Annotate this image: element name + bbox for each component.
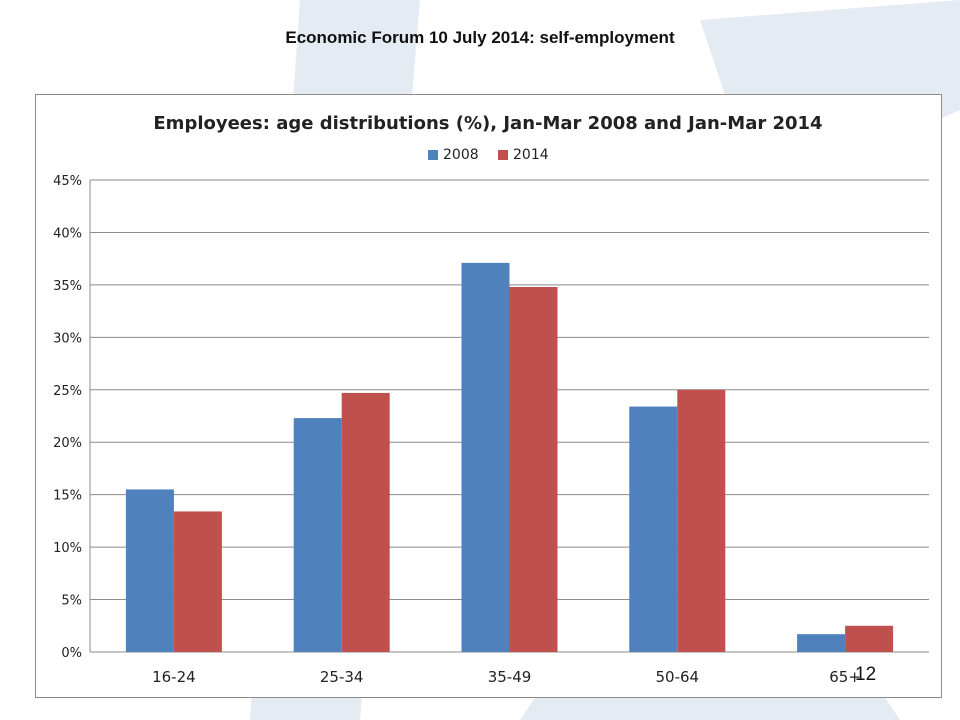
bar-2014-50-64 xyxy=(677,389,726,652)
legend-swatch-2008 xyxy=(428,150,438,160)
chart-frame: Employees: age distributions (%), Jan-Ma… xyxy=(35,94,942,698)
bar-2008-25-34 xyxy=(293,418,342,652)
x-tick-label: 35-49 xyxy=(488,668,532,686)
y-tick-label: 5% xyxy=(61,594,82,609)
bar-chart: Employees: age distributions (%), Jan-Ma… xyxy=(53,113,929,686)
bar-2014-65+ xyxy=(845,625,894,652)
x-tick-label: 50-64 xyxy=(656,668,700,686)
bar-2008-65+ xyxy=(797,634,846,652)
x-tick-label: 25-34 xyxy=(320,668,364,686)
x-tick-label: 65+ xyxy=(829,668,861,686)
x-tick-label: 16-24 xyxy=(152,668,196,686)
bar-2008-50-64 xyxy=(629,406,678,652)
slide-title: Economic Forum 10 July 2014: self-employ… xyxy=(285,28,675,47)
y-tick-label: 30% xyxy=(53,331,82,346)
y-tick-label: 15% xyxy=(53,489,82,504)
y-tick-label: 0% xyxy=(61,646,82,661)
bar-2008-35-49 xyxy=(461,262,510,652)
legend-swatch-2014 xyxy=(498,150,508,160)
bar-2014-25-34 xyxy=(341,392,390,652)
y-tick-label: 40% xyxy=(53,226,82,241)
legend-label-2008: 2008 xyxy=(443,147,479,163)
y-tick-label: 45% xyxy=(53,174,82,189)
legend-label-2014: 2014 xyxy=(513,147,549,163)
bar-2008-16-24 xyxy=(125,489,174,652)
y-tick-label: 25% xyxy=(53,384,82,399)
page-number: 12 xyxy=(855,664,877,685)
y-tick-label: 10% xyxy=(53,541,82,556)
y-tick-label: 35% xyxy=(53,279,82,294)
bar-2014-16-24 xyxy=(173,511,222,652)
y-tick-label: 20% xyxy=(53,436,82,451)
chart-title: Employees: age distributions (%), Jan-Ma… xyxy=(153,113,822,134)
bar-2014-35-49 xyxy=(509,286,558,652)
